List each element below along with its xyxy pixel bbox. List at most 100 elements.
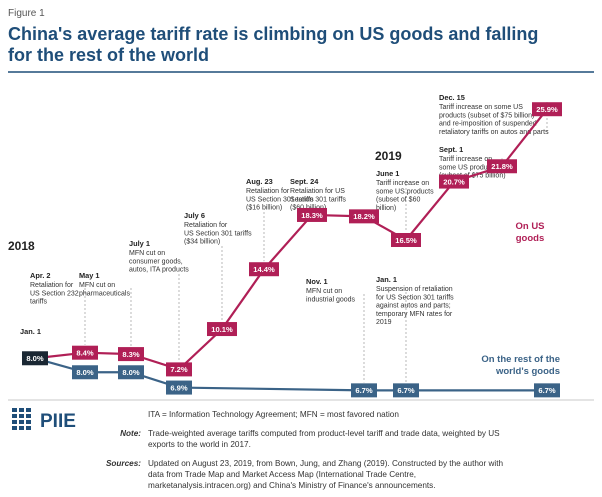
row-point-label-box — [166, 380, 192, 395]
note-line-1: Trade-weighted average tariffs computed … — [148, 429, 500, 438]
us-point-label-box — [118, 347, 144, 362]
us-series-line — [34, 108, 548, 371]
row-point-label: 8.0% — [118, 365, 144, 380]
us-point-label: 14.4% — [249, 262, 279, 277]
sources-line-2: data from Trade Map and Market Access Ma… — [148, 470, 416, 479]
chart-title-line-2: for the rest of the world — [8, 45, 209, 65]
us-point-label: 21.8% — [487, 159, 517, 174]
annotation-text: MFN cut on — [306, 288, 342, 295]
logo-text: PIIE — [40, 411, 76, 432]
logo-bar — [12, 408, 17, 412]
row-series-line — [34, 357, 547, 392]
annotation-text: Retaliation for — [246, 188, 290, 195]
us-point-label-box — [439, 174, 469, 189]
start-point-label: 8.0% — [22, 351, 48, 366]
note-key: Note: — [120, 429, 141, 438]
annotation-text: ($34 billion) — [184, 239, 220, 246]
chart-title-line-1: China's average tariff rate is climbing … — [8, 24, 538, 44]
us-point-label-text: 20.7% — [443, 177, 465, 186]
annotation-text: products (subset of $75 billion) — [439, 112, 534, 119]
us-point-label-box — [249, 262, 279, 277]
annotation-text: Tariff increase on some US — [439, 104, 523, 111]
annotation-text: MFN cut on — [79, 282, 115, 289]
start-point-label-box — [22, 351, 48, 366]
us-point-label-text: 18.2% — [353, 212, 375, 221]
us-point-label-text: 16.5% — [395, 236, 417, 245]
row-point-label-box — [534, 383, 560, 398]
annotation-date: Jan. 1 — [20, 327, 41, 336]
annotation: Jan. 1 — [20, 327, 41, 336]
row-point-label: 6.9% — [166, 380, 192, 395]
annotation-date: Apr. 2 — [30, 271, 51, 280]
annotation-text: 2019 — [376, 319, 392, 326]
us-point-label-box — [72, 345, 98, 360]
abbreviations-text: ITA = Information Technology Agreement; … — [148, 410, 399, 419]
annotation-text: MFN cut on — [129, 250, 165, 257]
us-point-label: 16.5% — [391, 233, 421, 247]
row-point-label-text: 6.7% — [538, 386, 556, 395]
us-series-label-1: On US — [515, 221, 544, 232]
annotation-text: ($16 billion) — [246, 205, 282, 212]
us-point-label: 18.2% — [349, 209, 379, 224]
us-point-label-box — [297, 207, 327, 222]
annotation-text: tariffs — [30, 299, 47, 306]
row-point-label-box — [351, 383, 377, 398]
annotation-text: against autos and parts; — [376, 303, 451, 310]
annotation-text: Tariff increase on — [376, 180, 429, 187]
row-point-label: 6.7% — [351, 383, 377, 398]
annotation-text: Retaliation for — [184, 222, 228, 229]
us-point-label-text: 21.8% — [491, 162, 513, 171]
row-point-label-box — [393, 383, 419, 398]
annotation-text: temporary MFN rates for — [376, 311, 453, 318]
us-point-label-text: 18.3% — [301, 211, 323, 220]
us-point-label: 10.1% — [207, 322, 237, 337]
row-point-label-text: 8.0% — [76, 368, 94, 377]
logo-bar — [12, 420, 17, 424]
us-point-label-text: 8.3% — [122, 350, 140, 359]
annotation-text: (subset of $60 — [376, 197, 420, 204]
us-point-label-box — [391, 233, 421, 247]
us-point-label: 8.4% — [72, 345, 98, 360]
annotation-text: Retaliation for US — [290, 188, 345, 195]
us-point-label-box — [487, 159, 517, 174]
logo-bar — [19, 408, 24, 412]
annotation-date: Sept. 24 — [290, 177, 319, 186]
logo-bar — [26, 420, 31, 424]
row-series-label-1: On the rest of the — [481, 354, 560, 365]
us-point-label-box — [532, 102, 562, 117]
note-line-2: exports to the world in 2017. — [148, 440, 251, 449]
logo-bar — [19, 426, 24, 430]
row-point-label-text: 6.9% — [170, 383, 188, 392]
us-point-label-box — [207, 322, 237, 337]
annotation-text: Suspension of retaliation — [376, 286, 453, 293]
annotation-date: Dec. 15 — [439, 93, 465, 102]
annotation-date: Nov. 1 — [306, 277, 328, 286]
annotation-text: some US products — [376, 188, 434, 195]
annotation-text: Retaliation for — [30, 282, 74, 289]
row-point-label-text: 8.0% — [122, 368, 140, 377]
us-point-label-text: 8.4% — [76, 348, 94, 357]
annotation-text: autos, ITA products — [129, 267, 189, 274]
row-point-label: 6.7% — [393, 383, 419, 398]
logo-bar — [19, 414, 24, 418]
annotation-text: Section 301 tariffs — [290, 196, 346, 203]
annotation-text: US Section 301 tariffs — [246, 196, 314, 203]
annotation-text: some US products — [439, 164, 497, 171]
point-labels: 8.0% 8.4% 8.3% 7.2% 10.1% 14.4% 18.3% 18.2% 16.5… — [22, 102, 562, 398]
annotation-text: billion) — [376, 205, 396, 212]
logo-bar — [26, 408, 31, 412]
us-point-label-text: 10.1% — [211, 325, 233, 334]
piie-logo: PIIE — [12, 408, 76, 432]
annotation-date: Sept. 1 — [439, 145, 463, 154]
us-point-label: 18.3% — [297, 207, 327, 222]
